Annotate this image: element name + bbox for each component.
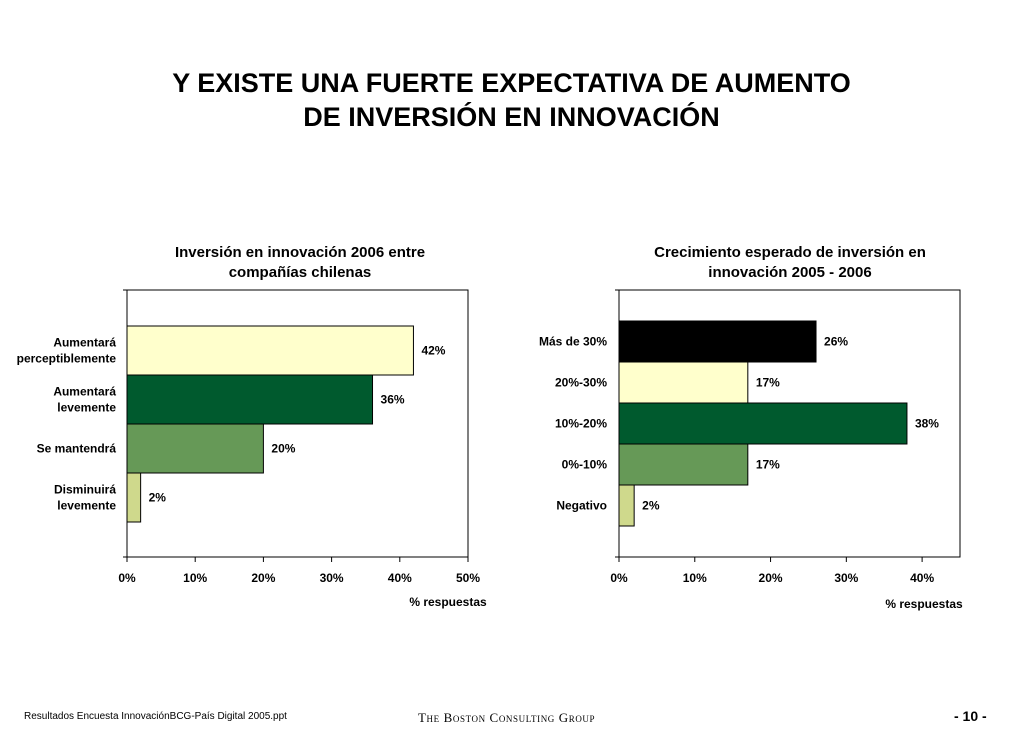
- chart-2-data-label-1: 26%: [824, 335, 848, 349]
- chart-2-category-label-2-line-1: 20%-30%: [555, 376, 607, 390]
- chart-2-x-tick-label-2: 10%: [683, 571, 707, 585]
- chart-1-data-label-3: 20%: [271, 442, 295, 456]
- chart-2-x-tick-label-1: 0%: [610, 571, 628, 585]
- chart-2-title-line-2: innovación 2005 - 2006: [708, 264, 871, 281]
- chart-1-x-axis-title: % respuestas: [409, 595, 487, 609]
- chart-1-x-tick-label-6: 50%: [456, 571, 480, 585]
- chart-2-category-label-1-line-1: Más de 30%: [539, 335, 607, 349]
- footer-source: Resultados Encuesta InnovaciónBCG-País D…: [24, 711, 287, 722]
- chart-1-title-line-2: compañías chilenas: [229, 264, 372, 281]
- chart-1-category-label-1-line-1: Aumentará: [53, 336, 116, 350]
- chart-1-category-label-4-line-1: Disminuirá: [54, 483, 116, 497]
- chart-2-category-label-4-line-1: 0%-10%: [562, 458, 608, 472]
- chart-1-category-label-4-line-2: levemente: [57, 499, 116, 513]
- chart-1-data-label-1: 42%: [421, 344, 445, 358]
- chart-2-bar-1: [618, 320, 817, 363]
- chart-1-data-label-4: 2%: [149, 491, 167, 505]
- chart-1: Inversión en innovación 2006 entre compañ…: [17, 244, 487, 609]
- chart-2-x-tick-label-5: 40%: [910, 571, 934, 585]
- chart-2-bar-2: [618, 361, 749, 404]
- chart-2-title-line-1: Crecimiento esperado de inversión en: [654, 244, 926, 261]
- page-title-line-2: DE INVERSIÓN EN INNOVACIÓN: [303, 102, 720, 132]
- chart-2-bar-5: [618, 484, 635, 527]
- chart-2-data-label-2: 17%: [756, 376, 780, 390]
- chart-1-x-tick-label-2: 10%: [183, 571, 207, 585]
- chart-2-category-label-3-line-1: 10%-20%: [555, 417, 607, 431]
- chart-1-x-tick-label-1: 0%: [118, 571, 136, 585]
- chart-1-data-label-2: 36%: [381, 393, 405, 407]
- chart-1-title-line-1: Inversión en innovación 2006 entre: [175, 244, 425, 261]
- page-title-line-1: Y EXISTE UNA FUERTE EXPECTATIVA DE AUMEN…: [172, 68, 851, 98]
- chart-2-data-label-5: 2%: [642, 499, 660, 513]
- chart-2-data-label-3: 38%: [915, 417, 939, 431]
- chart-2: Crecimiento esperado de inversión en inno…: [539, 244, 963, 611]
- chart-2-bar-4: [618, 443, 749, 486]
- page-number: - 10 -: [954, 708, 987, 724]
- chart-1-category-label-3-line-1: Se mantendrá: [37, 442, 117, 456]
- chart-2-data-label-4: 17%: [756, 458, 780, 472]
- chart-2-category-label-5-line-1: Negativo: [556, 499, 607, 513]
- chart-2-x-tick-label-4: 30%: [834, 571, 858, 585]
- chart-2-bar-3: [618, 402, 908, 445]
- chart-1-category-label-2-line-1: Aumentará: [53, 385, 116, 399]
- chart-1-bar-2: [126, 374, 374, 425]
- page-title: Y EXISTE UNA FUERTE EXPECTATIVA DE AUMEN…: [0, 66, 1023, 134]
- footer-brand: The Boston Consulting Group: [418, 710, 596, 725]
- chart-1-x-tick-label-5: 40%: [388, 571, 412, 585]
- chart-1-category-label-1-line-2: perceptiblemente: [17, 352, 117, 366]
- chart-1-bar-4: [126, 472, 142, 523]
- chart-2-x-tick-label-3: 20%: [759, 571, 783, 585]
- chart-1-x-tick-label-3: 20%: [251, 571, 275, 585]
- chart-1-bar-3: [126, 423, 264, 474]
- chart-1-category-label-2-line-2: levemente: [57, 401, 116, 415]
- chart-2-x-axis-title: % respuestas: [885, 597, 963, 611]
- chart-1-x-tick-label-4: 30%: [320, 571, 344, 585]
- chart-1-bar-1: [126, 325, 414, 376]
